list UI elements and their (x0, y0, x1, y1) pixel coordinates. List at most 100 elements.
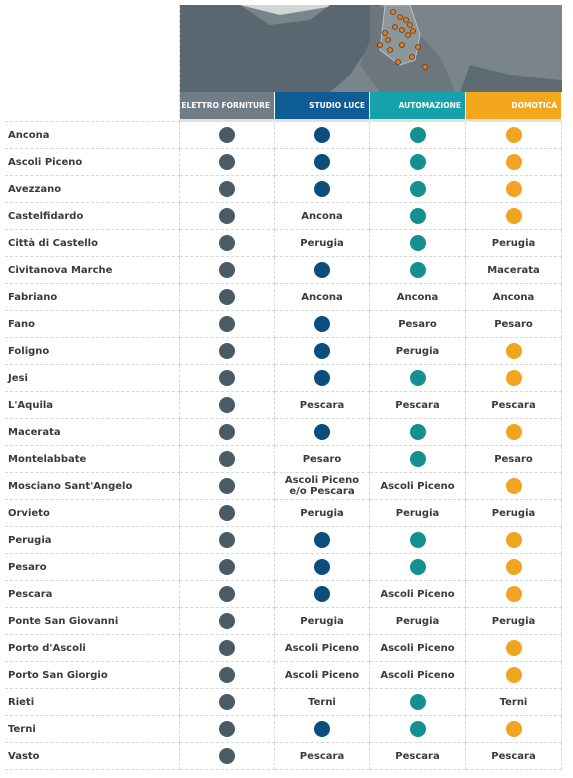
corner (5, 5, 180, 122)
cell (180, 743, 275, 770)
referral-city: Pesaro (275, 446, 370, 473)
availability-dot (314, 181, 330, 197)
availability-dot (219, 289, 235, 305)
availability-dot (409, 154, 426, 170)
availability-dot (219, 586, 235, 602)
city-name: Macerata (5, 419, 180, 446)
cell (180, 581, 275, 608)
availability-dot (409, 208, 426, 224)
cell (370, 419, 466, 446)
map (180, 5, 562, 92)
availability-dot (314, 370, 330, 386)
referral-city: Pescara (370, 392, 466, 419)
availability-dot (314, 586, 330, 602)
cell (275, 554, 370, 581)
availability-dot (219, 127, 235, 143)
cell (466, 662, 562, 689)
cell (466, 473, 562, 500)
referral-city: Pesaro (466, 311, 562, 338)
referral-city: Terni (466, 689, 562, 716)
availability-dot (219, 154, 235, 170)
availability-dot (219, 397, 235, 413)
availability-dot (505, 208, 522, 224)
referral-city: Macerata (466, 257, 562, 284)
availability-dot (219, 748, 235, 764)
referral-city: Perugia (370, 500, 466, 527)
availability-dot (219, 640, 235, 656)
cell (180, 284, 275, 311)
city-name: Orvieto (5, 500, 180, 527)
referral-city: Terni (275, 689, 370, 716)
city-name: Porto San Giorgio (5, 662, 180, 689)
city-name: Montelabbate (5, 446, 180, 473)
referral-city: Perugia (466, 608, 562, 635)
city-name: Pesaro (5, 554, 180, 581)
referral-city: Perugia (275, 500, 370, 527)
referral-city: Perugia (370, 608, 466, 635)
cell (466, 419, 562, 446)
cell (180, 230, 275, 257)
cell (370, 527, 466, 554)
availability-dot (505, 586, 522, 602)
city-name: Fano (5, 311, 180, 338)
availability-dot (505, 667, 522, 683)
city-name: Mosciano Sant'Angelo (5, 473, 180, 500)
availability-dot (314, 343, 330, 359)
referral-city: Ascoli Piceno (370, 473, 466, 500)
cell (466, 554, 562, 581)
availability-dot (219, 694, 235, 710)
referral-city: Perugia (275, 608, 370, 635)
cell (275, 311, 370, 338)
availability-dot (219, 370, 235, 386)
availability-dot (409, 424, 426, 440)
cell (180, 500, 275, 527)
cell (180, 176, 275, 203)
city-name: Ascoli Piceno (5, 149, 180, 176)
cell (370, 122, 466, 149)
cell (370, 554, 466, 581)
city-name: Ancona (5, 122, 180, 149)
cell (275, 365, 370, 392)
availability-dot (505, 343, 522, 359)
referral-city: Pescara (466, 743, 562, 770)
availability-dot (505, 424, 522, 440)
cell (466, 716, 562, 743)
referral-city: Pescara (370, 743, 466, 770)
cell (180, 635, 275, 662)
cell (275, 581, 370, 608)
city-name: Vasto (5, 743, 180, 770)
availability-dot (409, 559, 426, 575)
availability-dot (219, 478, 235, 494)
availability-dot (409, 370, 426, 386)
referral-city: Ascoli Piceno (370, 635, 466, 662)
referral-city: Ascoli Piceno e/o Pescara (275, 473, 370, 500)
availability-dot (409, 127, 426, 143)
city-name: Castelfidardo (5, 203, 180, 230)
availability-dot (505, 181, 522, 197)
cell (370, 230, 466, 257)
cell (180, 554, 275, 581)
cell (370, 446, 466, 473)
availability-dot (219, 532, 235, 548)
availability-dot (219, 505, 235, 521)
cell (370, 689, 466, 716)
cell (180, 473, 275, 500)
city-name: Foligno (5, 338, 180, 365)
cell (466, 176, 562, 203)
referral-city: Pescara (466, 392, 562, 419)
column-header: ELETTRO FORNITURE (180, 92, 274, 122)
availability-dot (505, 532, 522, 548)
availability-dot (219, 262, 235, 278)
cell (180, 716, 275, 743)
referral-city: Ancona (275, 203, 370, 230)
availability-dot (409, 532, 426, 548)
cell (370, 176, 466, 203)
cell (180, 365, 275, 392)
cell (275, 527, 370, 554)
availability-dot (219, 181, 235, 197)
city-name: L'Aquila (5, 392, 180, 419)
referral-city: Ascoli Piceno (275, 635, 370, 662)
city-name: Pescara (5, 581, 180, 608)
cell (180, 149, 275, 176)
column-header: AUTOMAZIONE (370, 92, 465, 122)
